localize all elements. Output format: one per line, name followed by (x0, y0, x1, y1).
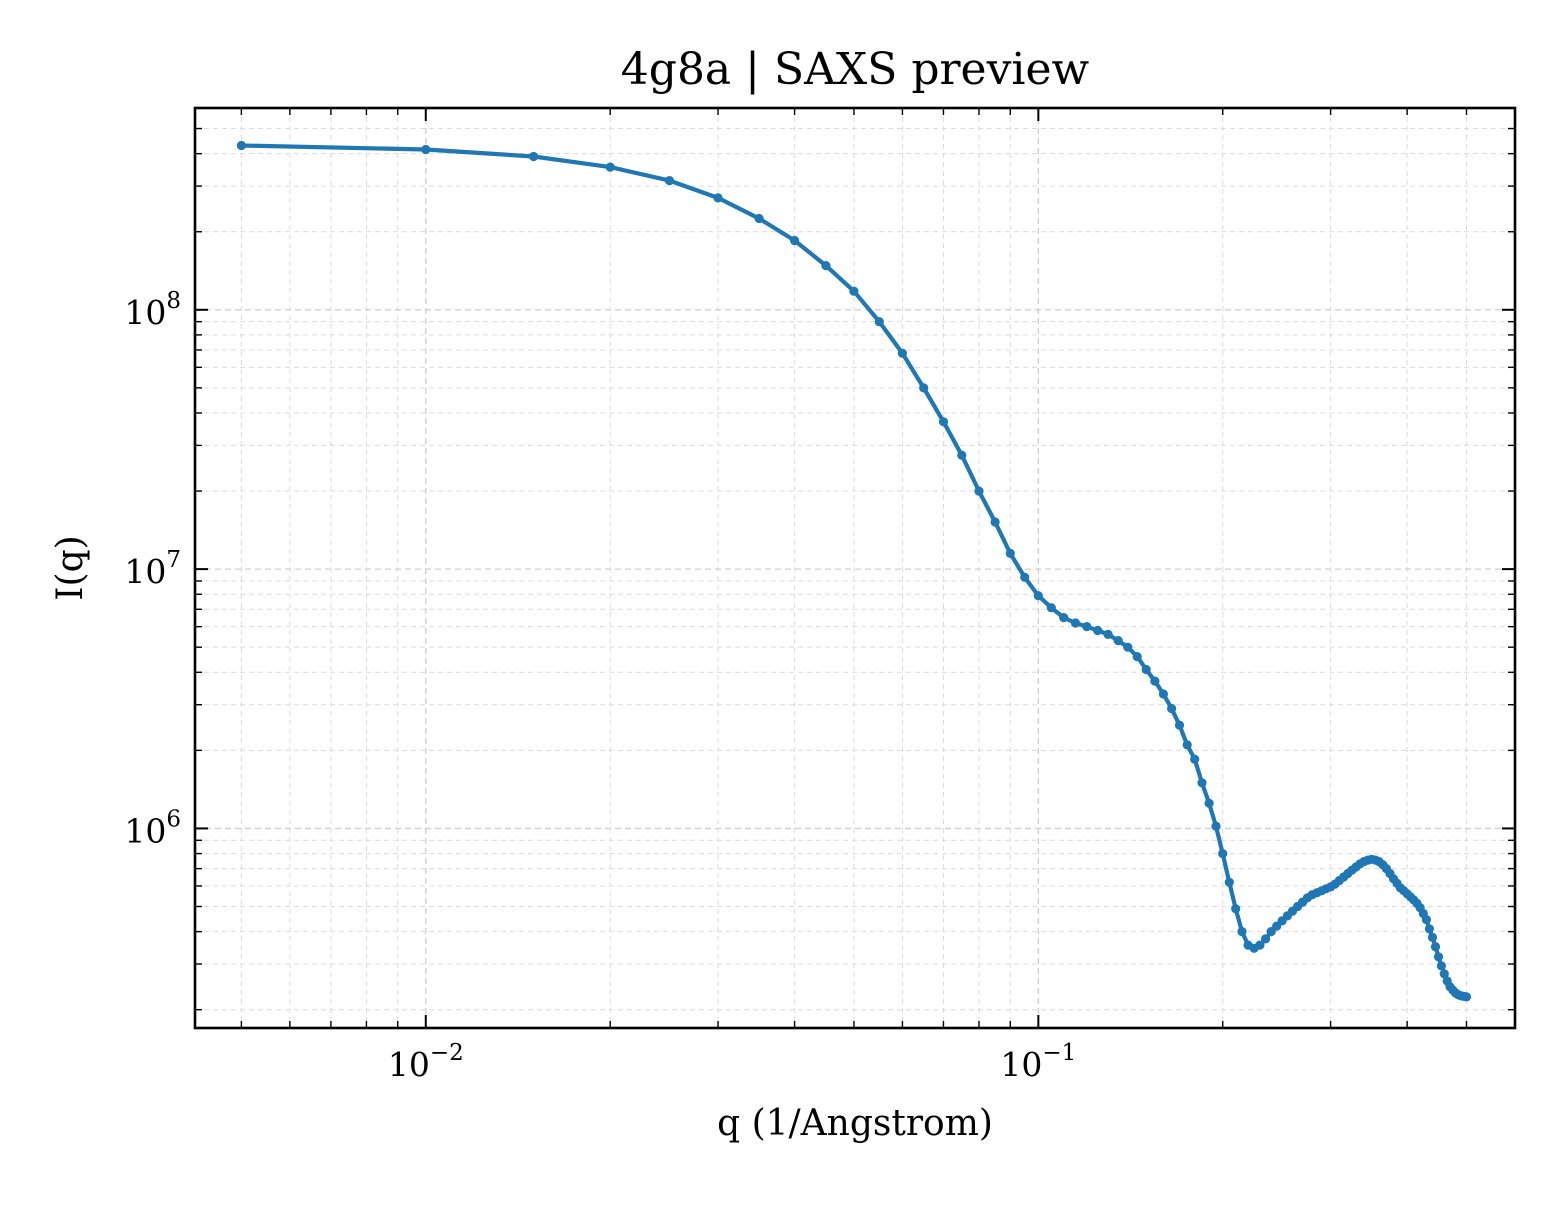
y-tick-label: 107 (124, 547, 181, 591)
data-point (938, 417, 949, 427)
data-point (1158, 689, 1168, 699)
x-tick-label: 10−1 (1000, 1040, 1076, 1084)
data-point (1461, 992, 1472, 1002)
data-point (849, 286, 859, 296)
data-point (1132, 652, 1142, 662)
data-point (236, 140, 246, 151)
data-point (974, 486, 984, 496)
series-layer (236, 140, 1472, 1002)
data-point (1113, 636, 1123, 646)
data-point (1436, 961, 1446, 971)
y-tick-label: 108 (124, 288, 181, 332)
data-point (421, 144, 431, 155)
data-point (1439, 969, 1449, 979)
data-point (1224, 877, 1234, 887)
data-point (1070, 618, 1081, 628)
axis-ticks (195, 107, 1515, 1028)
data-point (1020, 572, 1030, 582)
data-point (529, 151, 539, 162)
data-point (1433, 952, 1444, 962)
data-point (1427, 932, 1438, 943)
data-point (1103, 629, 1113, 640)
data-point (790, 235, 800, 246)
data-point (1261, 934, 1271, 944)
data-point (897, 348, 908, 358)
data-point (1197, 778, 1207, 788)
data-point (1182, 740, 1192, 750)
data-point (1123, 642, 1133, 652)
grid-lines (195, 107, 1515, 1028)
data-point (1237, 927, 1247, 937)
data-point (1033, 591, 1043, 601)
y-tick-label: 106 (124, 806, 181, 850)
data-point (1005, 548, 1015, 559)
data-point (1046, 603, 1056, 613)
data-point (1167, 703, 1177, 714)
data-point (1141, 664, 1151, 675)
data-point (664, 176, 675, 186)
plot-frame (193, 106, 1517, 1030)
x-tick-label: 10−2 (388, 1040, 464, 1084)
data-point (990, 517, 1000, 527)
data-point (1218, 849, 1228, 859)
tick-labels: 10−2 10−1 106 107 108 (124, 288, 1076, 1084)
data-point (605, 162, 615, 172)
data-point (1421, 915, 1431, 925)
chart-title: 4g8a | SAXS preview (621, 44, 1090, 95)
data-point (1174, 720, 1185, 730)
data-point (1430, 942, 1441, 952)
data-point (1204, 798, 1214, 808)
data-point (754, 213, 764, 224)
data-point (919, 383, 929, 393)
data-point (1231, 904, 1241, 914)
data-point (1059, 613, 1069, 623)
data-point (1190, 754, 1200, 764)
data-point (874, 317, 884, 327)
data-point (1082, 622, 1092, 632)
data-point (821, 261, 831, 271)
data-point (1150, 676, 1160, 686)
data-point (1093, 625, 1103, 636)
x-axis-label: q (1/Angstrom) (717, 1103, 993, 1144)
data-point (1424, 924, 1434, 934)
y-axis-label: I(q) (50, 535, 91, 600)
data-point (1211, 821, 1221, 831)
data-point (713, 193, 723, 203)
data-point (957, 450, 967, 460)
data-point (1255, 940, 1265, 950)
